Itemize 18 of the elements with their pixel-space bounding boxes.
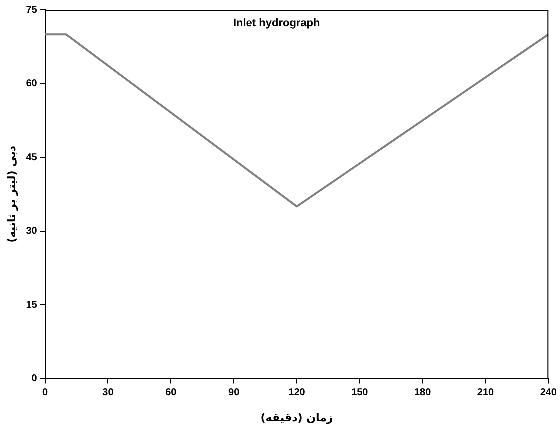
y-tick-label: 60 (26, 78, 38, 90)
x-tick-label: 210 (477, 388, 495, 399)
text: Inlet hydrograph (233, 18, 321, 30)
y-axis-title: دبی (لیتر بر ثانیه) (5, 146, 18, 243)
x-axis-title: زمان (دقیقه) (260, 411, 334, 424)
y-tick-label: 15 (26, 300, 38, 311)
x-tick-label: 180 (414, 388, 432, 399)
y-tick-label: 30 (26, 226, 38, 238)
x-tick-label: 0 (42, 388, 49, 399)
x-tick-label: 120 (288, 388, 306, 399)
x-tick-label: 150 (352, 388, 369, 399)
x-tick-label: 90 (228, 388, 240, 399)
x-tick-label: 60 (166, 388, 178, 399)
y-tick-label: 75 (26, 4, 38, 16)
y-tick-label: 45 (26, 152, 38, 164)
x-tick-label: 30 (102, 388, 114, 399)
x-tick-label: 240 (540, 388, 558, 399)
y-tick-label: 0 (32, 374, 38, 385)
